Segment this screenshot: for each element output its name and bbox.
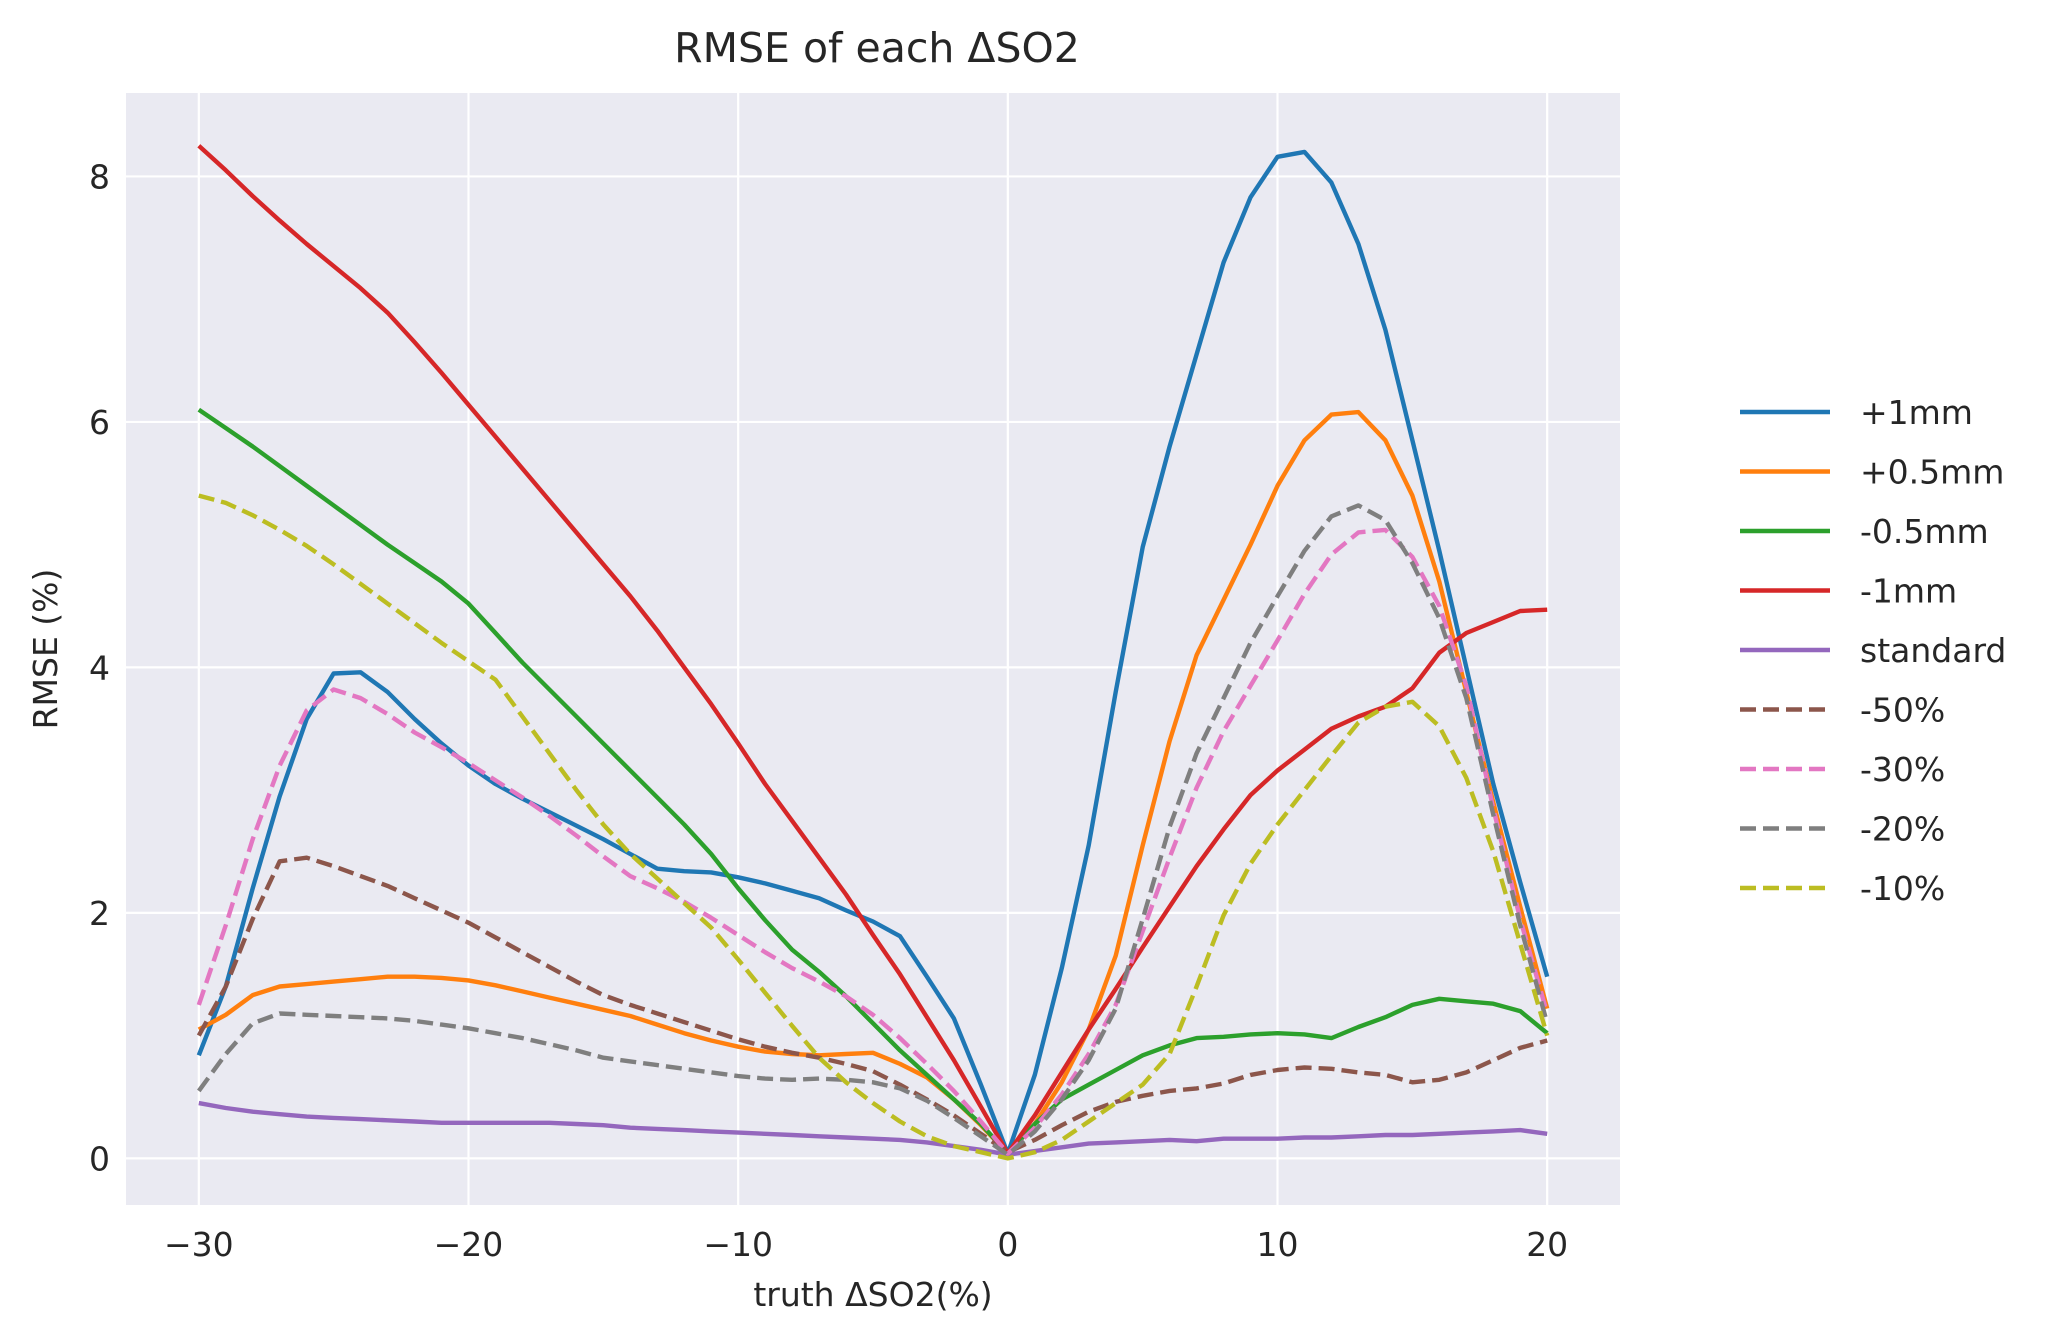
tick-labels: −30 −20 −10 0 10 20 0 2 4 6 8 [89,157,1568,1264]
x-tick-label: −10 [703,1225,773,1264]
x-axis-label: truth ΔSO2(%) [753,1275,992,1314]
series-line-30 [196,527,1550,1156]
x-tick-label: 0 [997,1225,1018,1264]
series-line-1mm [197,144,1548,1156]
legend-label: -0.5mm [1860,512,1989,551]
series-layer [196,144,1550,1161]
legend-label: -50% [1860,691,1945,730]
grid-lines [126,93,1620,1205]
y-tick-label: 0 [89,1139,110,1178]
legend-label: -30% [1860,750,1945,789]
x-tick-label: 10 [1257,1225,1299,1264]
series-line-0-5mm [197,407,1549,1156]
y-tick-label: 6 [89,403,110,442]
legend-label: -1mm [1860,572,1957,611]
series-line-standard [198,1100,1548,1157]
y-tick-label: 4 [89,648,110,687]
legend-label: +1mm [1860,393,1973,432]
series-line-50 [196,855,1548,1155]
legend-label: standard [1860,631,2006,670]
series-line-1mm [196,149,1550,1156]
legend-label: -10% [1860,869,1945,908]
series-line-0-5mm [197,409,1550,1156]
y-tick-label: 2 [89,894,110,933]
series-line-10 [198,493,1550,1161]
series-line-20 [197,503,1550,1157]
legend: +1mm +0.5mm -0.5mm -1mm standard -50% -30% -20%… [1740,393,2006,908]
y-tick-label: 8 [89,157,110,196]
x-tick-label: −30 [164,1225,234,1264]
x-tick-label: −20 [434,1225,504,1264]
legend-label: +0.5mm [1860,453,2004,492]
plot-background [126,93,1620,1205]
chart-title: RMSE of each ΔSO2 [674,24,1080,72]
legend-label: -20% [1860,810,1945,849]
x-tick-label: 20 [1526,1225,1568,1264]
y-axis-label: RMSE (%) [26,569,65,730]
